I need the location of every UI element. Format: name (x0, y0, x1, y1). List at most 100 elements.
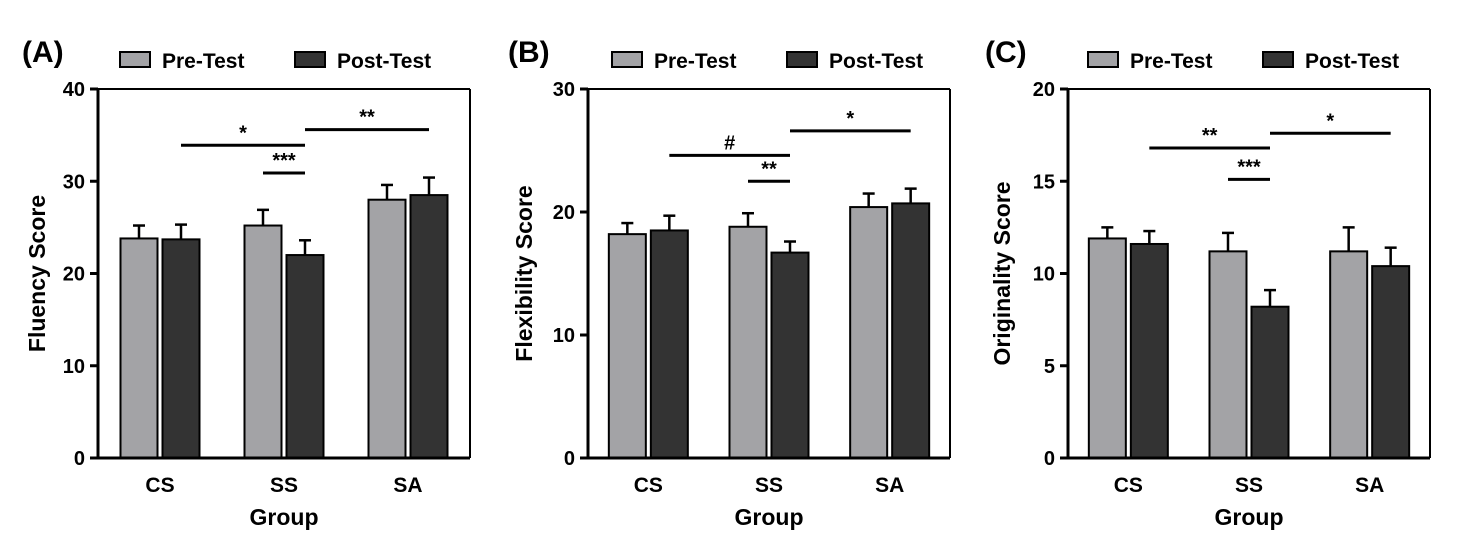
y-tick-label: 20 (1033, 79, 1055, 101)
error-bar-pre-SA (1342, 226, 1355, 252)
legend: Pre-Test Post-Test (1087, 50, 1399, 73)
error-bar-pre-SA (381, 183, 393, 200)
y-tick-label: 0 (1044, 448, 1055, 470)
significance-marker: ** (359, 107, 375, 129)
x-tick-label-SS: SS (1235, 474, 1263, 497)
error-bar-pre-CS (1101, 226, 1114, 239)
y-axis-title: Originality Score (989, 181, 1015, 365)
x-axis-title: Group (735, 504, 804, 530)
bar-post-SS (1250, 305, 1290, 459)
significance-marker: * (1326, 110, 1334, 132)
legend: Pre-Test Post-Test (611, 50, 923, 73)
error-bar-post-SA (1384, 246, 1397, 267)
significance-bracket-0: # (669, 132, 790, 157)
y-axis-title: Fluency Score (24, 195, 50, 352)
significance-bracket-0: ** (1149, 125, 1270, 150)
y-tick-label: 40 (63, 79, 85, 101)
significance-marker: # (724, 132, 735, 154)
x-axis-title: Group (1215, 504, 1284, 530)
significance-marker: * (846, 108, 854, 130)
significance-bracket-2: * (790, 108, 911, 133)
significance-marker: * (239, 122, 247, 144)
legend-swatch-post (786, 51, 818, 68)
error-bar-pre-CS (621, 221, 634, 235)
x-tick-label-CS: CS (145, 474, 174, 497)
significance-bracket-0: * (181, 122, 305, 147)
bar-post-SS (285, 254, 325, 459)
legend-label-post: Post-Test (829, 50, 923, 73)
error-bar-post-SA (904, 187, 917, 204)
bar-post-CS (161, 238, 201, 459)
bar-post-SA (409, 194, 449, 459)
panel-label: (A) (22, 36, 64, 69)
bar-pre-SA (1329, 250, 1369, 459)
legend: Pre-Test Post-Test (119, 50, 431, 73)
legend-swatch-post (294, 51, 326, 68)
y-tick-label: 5 (1044, 356, 1055, 378)
significance-bracket-1: *** (1228, 156, 1270, 181)
error-bar-post-CS (663, 214, 676, 231)
panel-label: (B) (508, 36, 550, 69)
significance-bracket-2: * (1270, 110, 1391, 135)
legend-swatch-pre (1087, 51, 1119, 68)
significance-bracket-2: ** (305, 107, 429, 132)
significance-marker: ** (1202, 125, 1218, 147)
x-tick-label-SA: SA (875, 474, 904, 497)
y-tick-label: 10 (1033, 264, 1055, 286)
y-tick-label: 30 (63, 171, 85, 193)
error-bar-pre-CS (133, 224, 145, 239)
y-tick-label: 0 (74, 448, 85, 470)
y-tick-label: 20 (553, 202, 575, 224)
bar-post-SS (770, 251, 810, 459)
bar-pre-SA (849, 206, 889, 459)
significance-marker: *** (1237, 156, 1261, 178)
error-bar-post-CS (175, 223, 187, 240)
bar-post-SA (891, 202, 931, 459)
legend-label-post: Post-Test (1305, 50, 1399, 73)
significance-bracket-1: *** (263, 150, 305, 175)
legend-label-pre: Pre-Test (162, 50, 244, 73)
y-axis-title: Flexibility Score (511, 185, 537, 361)
error-bar-post-SA (423, 176, 435, 196)
bar-post-CS (1129, 242, 1169, 459)
error-bar-post-SS (784, 240, 796, 253)
bar-pre-SS (1208, 250, 1248, 459)
bar-post-SA (1371, 265, 1411, 459)
x-tick-label-CS: CS (1114, 474, 1143, 497)
bar-pre-CS (607, 233, 647, 459)
bar-pre-CS (119, 237, 159, 459)
legend-swatch-pre (119, 51, 151, 68)
x-tick-label-CS: CS (634, 474, 663, 497)
legend-swatch-post (1262, 51, 1294, 68)
panel-label: (C) (985, 36, 1027, 69)
error-bar-pre-SS (257, 208, 269, 226)
x-axis-title: Group (250, 504, 319, 530)
significance-marker: ** (761, 158, 777, 180)
x-tick-label-SA: SA (393, 474, 422, 497)
legend-label-pre: Pre-Test (1130, 50, 1212, 73)
legend-swatch-pre (611, 51, 643, 68)
x-tick-label-SA: SA (1355, 474, 1384, 497)
y-tick-label: 15 (1033, 171, 1055, 193)
legend-label-post: Post-Test (337, 50, 431, 73)
error-bar-pre-SS (742, 211, 754, 227)
y-tick-label: 0 (564, 448, 575, 470)
y-tick-label: 10 (553, 325, 575, 347)
bar-pre-CS (1087, 237, 1127, 459)
error-bar-post-SS (299, 239, 311, 256)
significance-bracket-1: ** (748, 158, 790, 183)
x-tick-label-SS: SS (755, 474, 783, 497)
x-tick-label-SS: SS (270, 474, 298, 497)
bar-pre-SA (367, 198, 407, 459)
error-bar-post-SS (1264, 288, 1276, 307)
error-bar-pre-SS (1222, 231, 1234, 252)
legend-label-pre: Pre-Test (654, 50, 736, 73)
bar-pre-SS (728, 225, 768, 459)
error-bar-post-CS (1143, 229, 1156, 244)
y-tick-label: 20 (63, 264, 85, 286)
error-bar-pre-SA (862, 192, 875, 208)
